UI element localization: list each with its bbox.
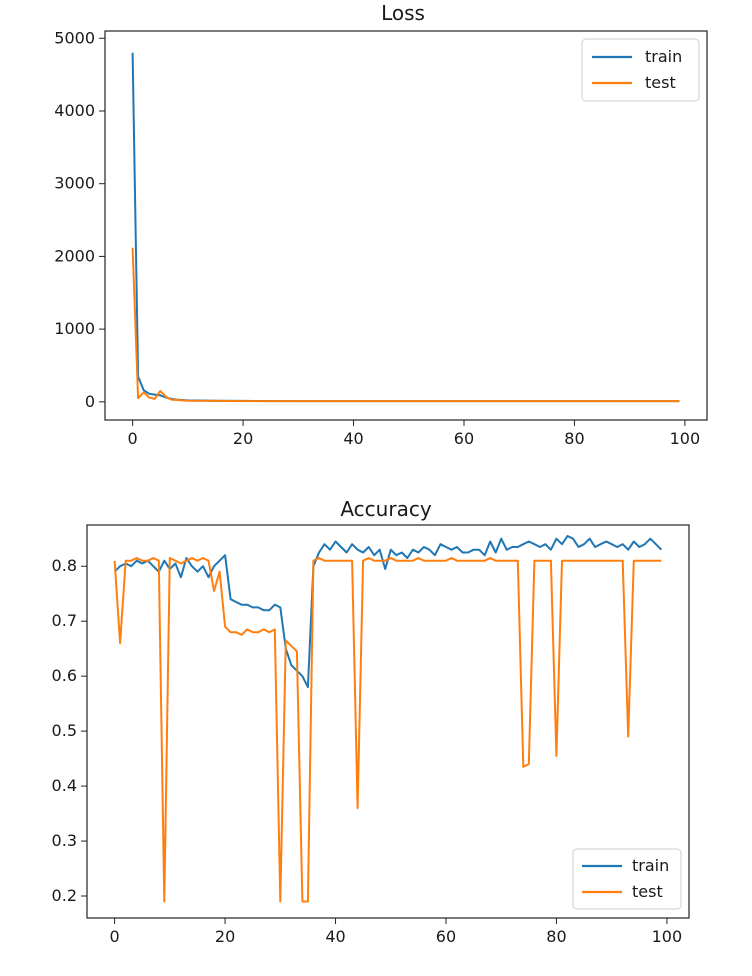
- accuracy-legend-test-label: test: [632, 882, 663, 901]
- loss-ytick-label: 0: [85, 392, 95, 411]
- accuracy-xtick-label: 80: [546, 927, 566, 946]
- loss-title: Loss: [381, 1, 425, 25]
- accuracy-ytick-label: 0.6: [52, 666, 77, 685]
- loss-ytick-label: 2000: [54, 246, 95, 265]
- accuracy-tick-layer: 0 20 40 60 80 100 0.2 0.3 0.4 0.5 0.6 0.7 0.8: [52, 556, 683, 946]
- loss-ytick-label: 4000: [54, 101, 95, 120]
- accuracy-ytick-label: 0.8: [52, 556, 77, 575]
- accuracy-series-layer: [113, 535, 663, 903]
- accuracy-plot: Accuracy 0 20 40 60 80 1000.20.30.40.50.60.70…: [52, 497, 690, 946]
- accuracy-ytick-label: 0.5: [52, 721, 77, 740]
- accuracy-ytick-label: 0.4: [52, 776, 77, 795]
- loss-legend-train-label: train: [645, 47, 682, 66]
- loss-train-line: [131, 52, 680, 403]
- accuracy-test-line: [113, 557, 662, 903]
- loss-ytick-label: 3000: [54, 174, 95, 193]
- loss-xtick-label: 40: [343, 429, 363, 448]
- accuracy-xtick-label: 40: [325, 927, 345, 946]
- loss-ytick-label: 5000: [54, 28, 95, 47]
- loss-legend-test-label: test: [645, 73, 676, 92]
- accuracy-xtick-label: 60: [436, 927, 456, 946]
- accuracy-ytick-label: 0.2: [52, 886, 77, 905]
- loss-ytick-label: 1000: [54, 319, 95, 338]
- accuracy-axes-frame: [86, 524, 690, 919]
- loss-series-layer: [131, 52, 680, 403]
- loss-xtick-label: 100: [670, 429, 701, 448]
- accuracy-ytick-label: 0.7: [52, 611, 77, 630]
- accuracy-xtick-label: 20: [215, 927, 235, 946]
- loss-legend-box: [581, 38, 700, 102]
- loss-xtick-label: 60: [454, 429, 474, 448]
- accuracy-legend-train-label: train: [632, 856, 669, 875]
- loss-xtick-label: 0: [128, 429, 138, 448]
- loss-axes-frame: [104, 30, 708, 421]
- loss-xtick-label: 80: [564, 429, 584, 448]
- accuracy-ytick-label: 0.3: [52, 831, 77, 850]
- loss-test-line: [131, 247, 680, 403]
- accuracy-title: Accuracy: [340, 497, 431, 521]
- accuracy-legend-box: [572, 848, 682, 910]
- loss-xtick-label: 20: [233, 429, 253, 448]
- accuracy-xtick-label: 100: [652, 927, 683, 946]
- accuracy-xtick-label: 0: [110, 927, 120, 946]
- accuracy-legend: train test: [572, 848, 682, 910]
- loss-legend: train test: [581, 38, 700, 102]
